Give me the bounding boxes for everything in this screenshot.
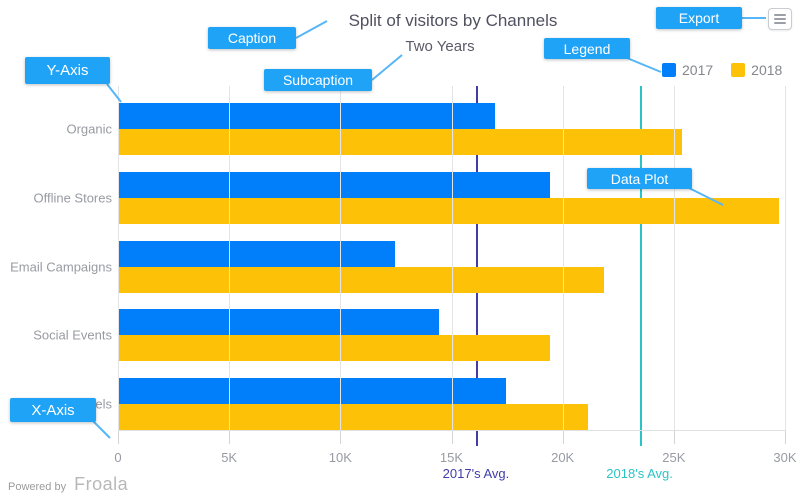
data-plot-bar-2018-organic[interactable]	[119, 129, 682, 155]
export-callout: Export	[656, 7, 742, 29]
froala-logo: Froala	[74, 474, 129, 494]
hamburger-icon	[774, 22, 786, 24]
y-axis-category-label: Offline Stores	[33, 190, 112, 206]
chart-subtitle: Two Years	[405, 38, 475, 55]
legend-swatch-icon	[662, 63, 676, 77]
export-menu-button[interactable]	[768, 8, 792, 30]
hamburger-icon	[774, 18, 786, 20]
caption-connector-line	[295, 20, 328, 39]
gridline	[785, 86, 786, 430]
y-axis-callout: Y-Axis	[25, 57, 110, 84]
hamburger-icon	[774, 14, 786, 16]
x-axis-tick	[451, 430, 453, 444]
x-axis-tick	[673, 430, 675, 444]
powered-by-text: Powered by	[8, 481, 67, 493]
x-axis-connector-line	[92, 420, 111, 439]
x-axis-tick-label: 20K	[551, 450, 575, 465]
y-axis-category-label: Email Campaigns	[10, 259, 112, 274]
data-plot-callout: Data Plot	[587, 168, 692, 189]
x-axis-tick-label: 0	[114, 450, 122, 465]
x-axis-tick-label: 30K	[773, 450, 797, 465]
gridline	[451, 86, 453, 430]
x-axis-tick	[118, 430, 119, 444]
footer: Powered by Froala	[8, 474, 128, 495]
chart-title: Split of visitors by Channels	[348, 11, 558, 30]
x-axis-callout: X-Axis	[10, 398, 96, 422]
data-plot-bar-2017-offline-stores[interactable]	[119, 171, 551, 198]
x-axis-tick-label: 15K	[439, 450, 464, 465]
data-plot-bar-2017-organic[interactable]	[119, 103, 495, 129]
x-axis-tick-label: 25K	[662, 450, 686, 465]
x-axis-tick	[562, 430, 564, 444]
data-plot-bar-2018-social-events[interactable]	[119, 335, 551, 362]
legend-item-2018[interactable]: 2018	[731, 62, 782, 78]
x-axis-tick-label: 10K	[328, 450, 352, 465]
average-reference-line	[639, 86, 642, 446]
average-reference-label: 2018's Avg.	[606, 466, 673, 481]
legend: 2017 2018	[662, 62, 782, 78]
gridline	[673, 86, 675, 430]
average-reference-label: 2017's Avg.	[442, 466, 510, 481]
average-reference-line	[475, 86, 478, 446]
legend-connector-line	[626, 57, 662, 73]
x-axis-tick	[340, 430, 342, 444]
x-axis-tick-label: 5K	[221, 450, 238, 465]
data-plot-bar-2017-paid-channels[interactable]	[119, 378, 506, 404]
legend-callout: Legend	[544, 38, 630, 59]
gridline	[340, 86, 342, 430]
data-plot-bar-2018-paid-channels[interactable]	[119, 404, 589, 430]
x-axis-tick	[229, 430, 231, 444]
data-plot-bar-2017-email-campaigns[interactable]	[119, 240, 395, 267]
x-axis-tick	[785, 430, 786, 444]
data-plot-bar-2018-offline-stores[interactable]	[119, 197, 780, 224]
gridline	[229, 86, 231, 430]
gridline	[118, 86, 119, 430]
y-axis-category-label: Organic	[66, 121, 112, 137]
legend-label: 2017	[682, 62, 714, 78]
subcaption-connector-line	[371, 54, 403, 81]
data-plot-bar-2018-email-campaigns[interactable]	[119, 266, 604, 293]
caption-callout: Caption	[208, 27, 296, 49]
legend-label: 2018	[751, 62, 783, 78]
x-axis-line	[118, 430, 786, 431]
gridline	[562, 86, 564, 430]
legend-item-2017[interactable]: 2017	[662, 62, 713, 78]
y-axis-category-label: Social Events	[33, 327, 112, 343]
subcaption-callout: Subcaption	[264, 69, 372, 91]
legend-swatch-icon	[731, 63, 746, 77]
data-plot-bar-2017-social-events[interactable]	[119, 309, 440, 336]
